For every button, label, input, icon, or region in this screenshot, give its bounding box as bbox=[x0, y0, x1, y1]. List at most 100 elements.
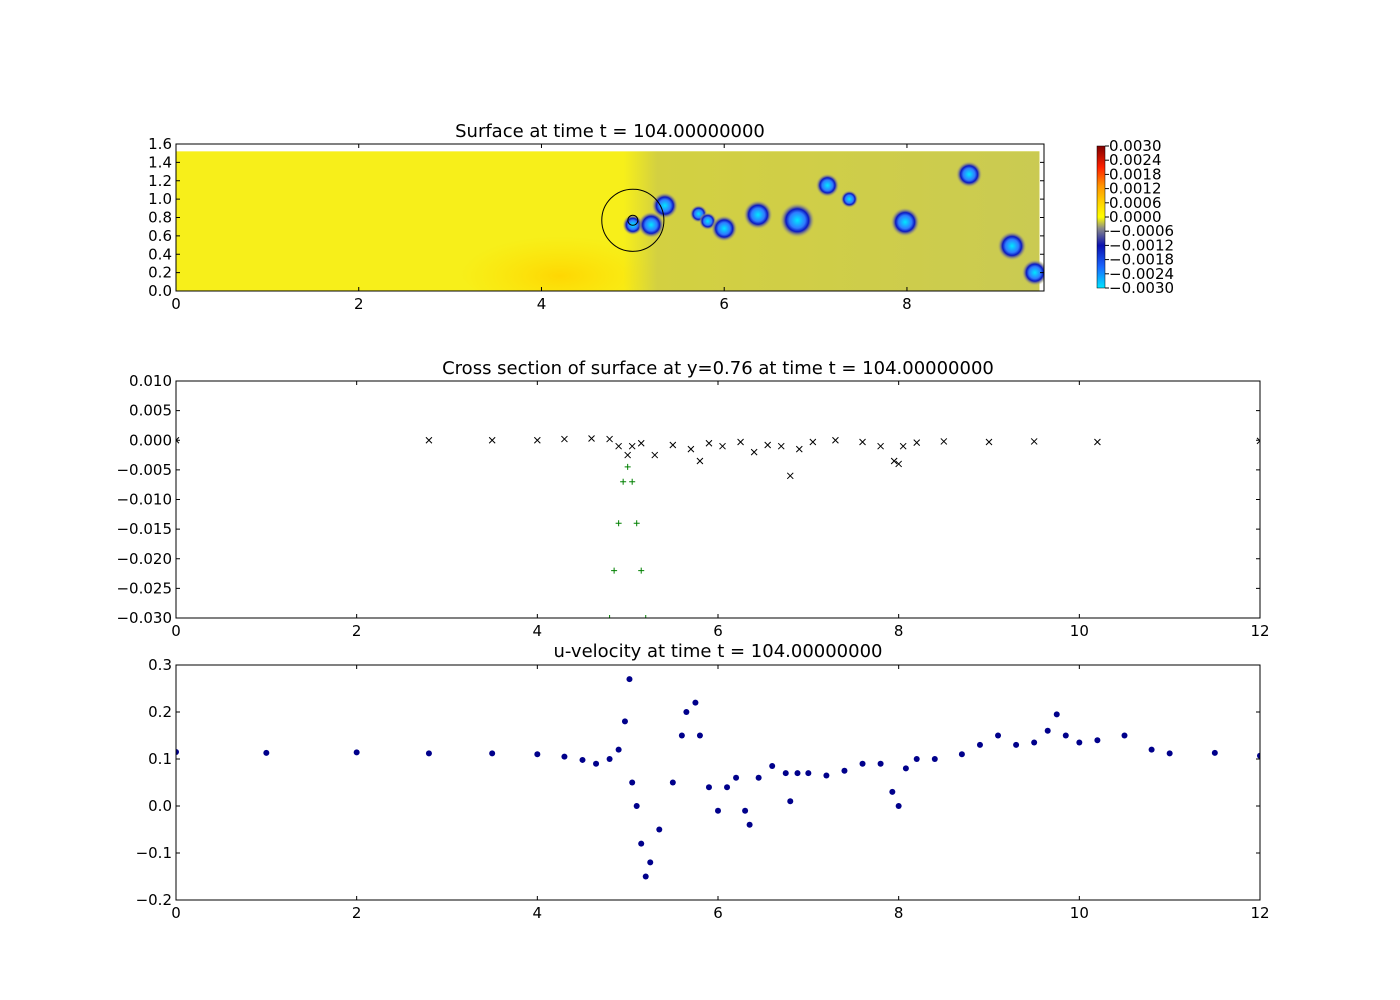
velocity-point bbox=[1053, 711, 1060, 718]
surface-cross-point bbox=[737, 438, 744, 446]
surface-depression bbox=[890, 207, 920, 237]
x-tick-label: 8 bbox=[902, 295, 912, 313]
colorbar-tick-label: 0.0000 bbox=[1109, 208, 1162, 226]
velocity-point bbox=[958, 751, 965, 758]
object-profile-point bbox=[611, 567, 618, 574]
surface-cross-point bbox=[637, 439, 645, 447]
velocity-point bbox=[606, 756, 613, 762]
surface-depression bbox=[743, 200, 773, 230]
u-velocity-ticks: 0 2 4 6 8 10 12 0.3 0.2 0.1 0.0 −0.1 −0.2 bbox=[136, 656, 1270, 922]
surface-cross-point bbox=[786, 472, 794, 480]
surface-cross-point bbox=[1030, 438, 1038, 445]
y-tick-label: 0.2 bbox=[148, 264, 172, 282]
surface-depression bbox=[637, 211, 665, 239]
colorbar-scale bbox=[1096, 145, 1106, 289]
velocity-point bbox=[425, 750, 432, 757]
velocity-point bbox=[561, 753, 568, 760]
x-tick-label: 6 bbox=[713, 622, 723, 640]
surface-cross-point bbox=[899, 442, 907, 450]
y-tick-label: 0.010 bbox=[129, 372, 172, 390]
x-tick-label: 4 bbox=[533, 622, 543, 640]
surface-cross-point bbox=[705, 439, 713, 447]
velocity-point bbox=[1121, 732, 1128, 739]
velocity-point bbox=[787, 798, 794, 805]
velocity-point bbox=[1094, 737, 1101, 744]
y-tick-label: 1.2 bbox=[148, 172, 172, 190]
y-tick-label: −0.025 bbox=[116, 579, 172, 597]
object-profile-point bbox=[638, 567, 645, 574]
colorbar-tick-label: 0.0006 bbox=[1109, 194, 1162, 212]
surface-cross-point bbox=[890, 457, 898, 465]
surface-heatmap-panel: Surface at time t = 104.00000000 0 2 4 6 8 0.… bbox=[148, 121, 1174, 313]
x-tick-label: 0 bbox=[171, 622, 181, 640]
velocity-point bbox=[1166, 750, 1173, 757]
velocity-point bbox=[769, 763, 776, 770]
surface-cross-point bbox=[1256, 437, 1260, 445]
velocity-point bbox=[895, 803, 902, 809]
surface-cross-point bbox=[425, 436, 433, 444]
surface-depression bbox=[651, 192, 678, 219]
cross-section-axes-frame bbox=[175, 380, 1261, 619]
surface-cross-point bbox=[777, 442, 785, 450]
velocity-point bbox=[263, 749, 270, 756]
x-tick-label: 12 bbox=[1250, 904, 1269, 922]
velocity-point bbox=[733, 774, 740, 781]
cross-section-ticks: 0 2 4 6 8 10 12 0.010 0.005 0.000 −0.005 −0.010 −0.0… bbox=[116, 372, 1269, 640]
surface-cross-point bbox=[588, 435, 595, 442]
y-tick-label: 0.4 bbox=[148, 245, 172, 263]
x-tick-label: 8 bbox=[894, 622, 904, 640]
y-tick-label: 0.3 bbox=[148, 656, 172, 674]
x-tick-label: 2 bbox=[352, 904, 362, 922]
velocity-point bbox=[534, 751, 541, 758]
surface-depression bbox=[815, 173, 840, 198]
surface-cross-point bbox=[488, 436, 496, 444]
velocity-point bbox=[678, 732, 685, 739]
surface-cross-point bbox=[696, 457, 704, 465]
y-tick-label: 0.000 bbox=[129, 431, 172, 449]
y-tick-label: −0.005 bbox=[116, 461, 172, 479]
velocity-point bbox=[705, 784, 712, 791]
colorbar-tick-label: 0.0024 bbox=[1109, 151, 1162, 169]
surface-cross-point bbox=[624, 451, 632, 459]
velocity-point bbox=[626, 676, 633, 683]
surface-cross-point bbox=[1094, 438, 1101, 446]
surface-depression bbox=[997, 231, 1027, 261]
velocity-point bbox=[621, 718, 628, 725]
surface-cross-point bbox=[764, 441, 772, 449]
velocity-point bbox=[1031, 739, 1038, 746]
colorbar-tick-label: −0.0012 bbox=[1109, 236, 1174, 254]
surface-depression bbox=[779, 202, 815, 238]
velocity-point bbox=[629, 779, 636, 786]
velocity-point bbox=[489, 750, 496, 757]
colorbar-tick-label: −0.0018 bbox=[1109, 251, 1174, 269]
u-velocity-title: u-velocity at time t = 104.00000000 bbox=[554, 641, 883, 662]
velocity-point bbox=[746, 821, 753, 828]
cross-section-marks bbox=[176, 435, 1260, 618]
surface-depression bbox=[955, 161, 983, 188]
colorbar-tick-label: −0.0024 bbox=[1109, 265, 1174, 283]
object-profile-point bbox=[633, 520, 640, 527]
y-tick-label: 0.005 bbox=[129, 402, 172, 420]
velocity-point bbox=[877, 760, 884, 767]
y-tick-label: 0.6 bbox=[148, 227, 172, 245]
velocity-point bbox=[353, 749, 360, 756]
colorbar-tick-label: 0.0012 bbox=[1109, 180, 1162, 198]
x-tick-label: 10 bbox=[1070, 904, 1089, 922]
surface-cross-point bbox=[809, 438, 817, 446]
object-profile-point bbox=[606, 615, 613, 618]
surface-cross-point bbox=[859, 438, 866, 446]
velocity-point bbox=[859, 760, 866, 767]
cross-section-title: Cross section of surface at y=0.76 at ti… bbox=[442, 358, 994, 379]
x-tick-label: 10 bbox=[1070, 622, 1089, 640]
colorbar-tick-label: 0.0030 bbox=[1109, 137, 1162, 155]
object-profile-point bbox=[620, 478, 627, 485]
x-tick-label: 8 bbox=[894, 904, 904, 922]
velocity-point bbox=[755, 774, 762, 781]
surface-cross-point bbox=[615, 442, 622, 450]
velocity-point bbox=[579, 756, 586, 763]
velocity-point bbox=[692, 699, 699, 706]
object-profile-point bbox=[615, 520, 622, 527]
object-profile-point bbox=[642, 615, 649, 618]
cross-section-panel: Cross section of surface at y=0.76 at ti… bbox=[116, 358, 1269, 640]
surface-cross-point bbox=[877, 442, 884, 450]
